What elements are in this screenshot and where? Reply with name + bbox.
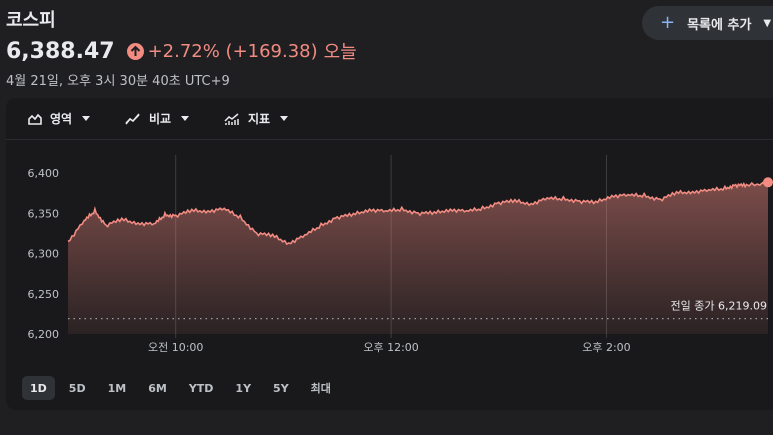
chevron-down-icon (181, 116, 190, 121)
chart-toolbar: 영역 비교 지표 (6, 98, 773, 140)
add-to-watchlist-label: 목록에 추가 (687, 17, 752, 33)
range-button[interactable]: 5D (68, 381, 86, 395)
range-selector: 1D 5D 1M 6M YTD 1Y 5Y 최대 (22, 376, 345, 400)
range-button[interactable]: 5Y (273, 381, 289, 395)
price-change: +2.72% (+169.38) (147, 40, 318, 62)
range-button[interactable]: 1M (107, 381, 127, 395)
area-chart-button[interactable]: 영역 (28, 110, 91, 127)
range-button[interactable]: 1Y (235, 381, 252, 395)
previous-close-label: 전일 종가 6,219.09 (671, 299, 767, 313)
chevron-down-icon: ▼ (763, 17, 772, 29)
price-line (67, 181, 769, 246)
area-chart-icon (28, 113, 42, 125)
add-to-watchlist-button[interactable]: + 목록에 추가 ▼ (642, 6, 773, 40)
y-tick-label: 6,250 (28, 288, 60, 301)
range-button[interactable]: 1D (22, 376, 55, 400)
timestamp: 4월 21일, 오후 3시 30분 40초 UTC+9 (6, 74, 230, 89)
price-area (68, 182, 768, 334)
range-button[interactable]: 6M (148, 381, 167, 395)
chevron-down-icon (82, 116, 91, 121)
y-tick-label: 6,350 (28, 207, 60, 220)
y-tick-label: 6,400 (28, 167, 60, 180)
plus-icon: + (660, 12, 676, 33)
range-button[interactable]: YTD (188, 381, 214, 395)
indicators-button[interactable]: 지표 (224, 110, 289, 127)
x-tick-label: 오후 2:00 (582, 341, 630, 354)
compare-icon (125, 112, 140, 124)
change-period: 오늘 (323, 42, 357, 63)
y-tick-label: 6,300 (28, 248, 60, 261)
arrow-up-icon (126, 42, 144, 60)
compare-button[interactable]: 비교 (125, 110, 190, 127)
stock-title: 코스피 (6, 10, 56, 31)
x-tick-label: 오전 10:00 (148, 341, 203, 354)
indicators-label: 지표 (248, 112, 271, 126)
compare-label: 비교 (149, 112, 172, 126)
y-tick-label: 6,200 (28, 328, 60, 341)
x-tick-label: 오후 12:00 (363, 341, 418, 354)
price-row: 6,388.47 +2.72% (+169.38) 오늘 (6, 38, 357, 64)
indicators-icon (224, 112, 239, 125)
area-label: 영역 (50, 112, 73, 126)
chevron-down-icon (280, 116, 289, 121)
current-price: 6,388.47 (6, 38, 115, 64)
range-button[interactable]: 최대 (310, 382, 331, 395)
last-price-marker (763, 177, 773, 188)
